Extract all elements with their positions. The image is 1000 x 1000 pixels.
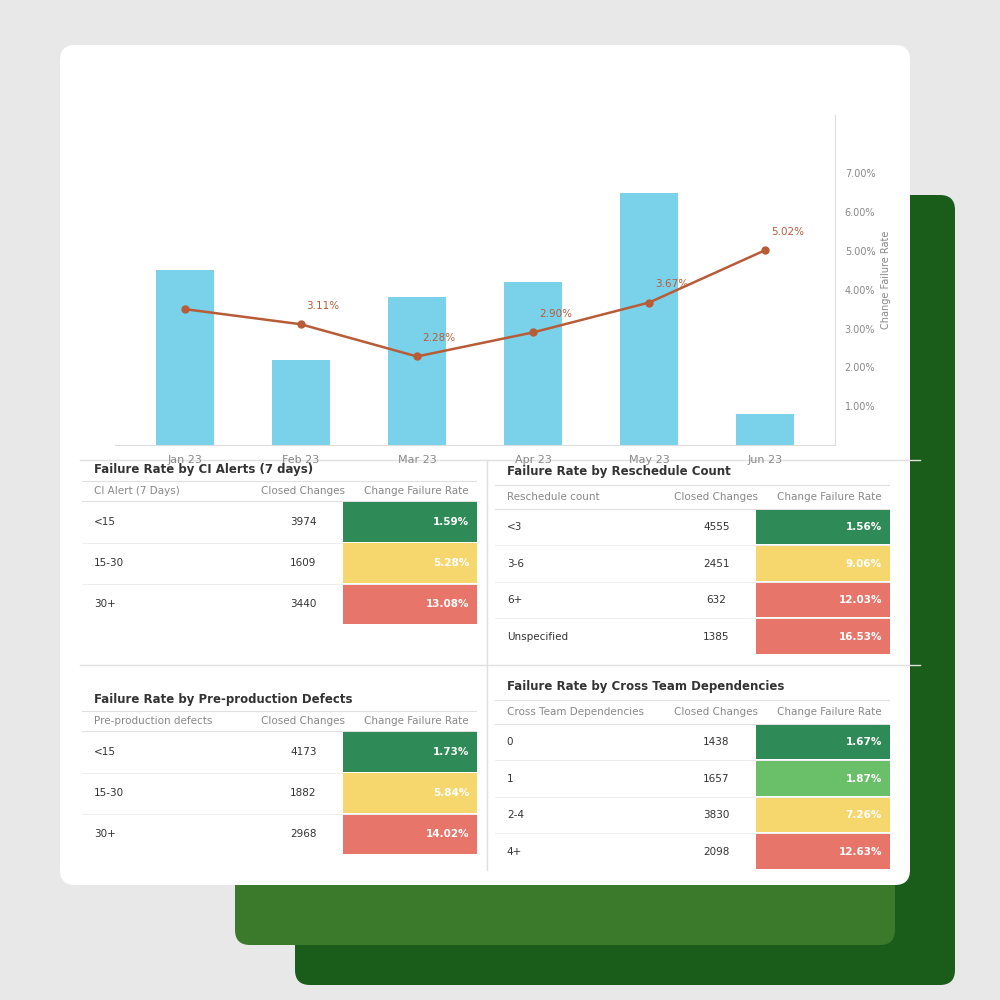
Text: 2.90%: 2.90% <box>539 309 572 319</box>
Text: 1609: 1609 <box>290 558 316 568</box>
Text: 1.67%: 1.67% <box>846 737 882 747</box>
Text: <3: <3 <box>507 522 522 532</box>
FancyBboxPatch shape <box>235 145 895 945</box>
Text: Reschedule count: Reschedule count <box>507 492 599 502</box>
Text: 1882: 1882 <box>290 788 316 798</box>
FancyBboxPatch shape <box>343 585 477 624</box>
Text: 4+: 4+ <box>507 847 522 857</box>
Text: 1.73%: 1.73% <box>433 747 469 757</box>
Text: Closed Changes: Closed Changes <box>261 716 345 726</box>
Text: 5.84%: 5.84% <box>433 788 469 798</box>
Text: 3-6: 3-6 <box>507 559 524 569</box>
Text: Failure Rate by Cross Team Dependencies: Failure Rate by Cross Team Dependencies <box>507 680 784 693</box>
FancyBboxPatch shape <box>60 45 910 885</box>
Text: 5.28%: 5.28% <box>433 558 469 568</box>
FancyBboxPatch shape <box>756 798 890 832</box>
Text: 1.87%: 1.87% <box>846 774 882 784</box>
FancyBboxPatch shape <box>343 502 477 542</box>
Text: 2098: 2098 <box>703 847 729 857</box>
FancyBboxPatch shape <box>343 815 477 854</box>
FancyBboxPatch shape <box>756 546 890 581</box>
Text: 13.08%: 13.08% <box>426 599 469 609</box>
FancyBboxPatch shape <box>756 619 890 654</box>
Text: 1.59%: 1.59% <box>433 517 469 527</box>
Text: Failure Rate by Reschedule Count: Failure Rate by Reschedule Count <box>507 465 731 478</box>
FancyBboxPatch shape <box>343 732 477 772</box>
Text: 9.06%: 9.06% <box>846 559 882 569</box>
Text: 3.67%: 3.67% <box>655 279 688 289</box>
Text: Change Failure Rate: Change Failure Rate <box>777 707 882 717</box>
FancyBboxPatch shape <box>756 761 890 796</box>
Bar <box>736 414 794 445</box>
Bar <box>388 297 446 445</box>
FancyBboxPatch shape <box>756 510 890 544</box>
Text: 0: 0 <box>507 737 513 747</box>
Text: 2-4: 2-4 <box>507 810 524 820</box>
Text: 632: 632 <box>706 595 726 605</box>
Text: Cross Team Dependencies: Cross Team Dependencies <box>507 707 644 717</box>
Text: 2968: 2968 <box>290 829 316 839</box>
Text: Closed Changes: Closed Changes <box>674 492 758 502</box>
FancyBboxPatch shape <box>343 773 477 813</box>
Text: Failure Rate by Pre-production Defects: Failure Rate by Pre-production Defects <box>94 693 352 706</box>
Text: Change Failure Rate: Change Failure Rate <box>777 492 882 502</box>
FancyBboxPatch shape <box>295 195 955 985</box>
Text: 2.28%: 2.28% <box>423 333 456 343</box>
Text: 15-30: 15-30 <box>94 558 124 568</box>
Text: 14.02%: 14.02% <box>425 829 469 839</box>
FancyBboxPatch shape <box>756 583 890 617</box>
Text: 12.03%: 12.03% <box>839 595 882 605</box>
Text: Failure Rate by CI Alerts (7 days): Failure Rate by CI Alerts (7 days) <box>94 463 313 476</box>
Text: 4173: 4173 <box>290 747 316 757</box>
Text: 1438: 1438 <box>703 737 729 747</box>
Text: 1657: 1657 <box>703 774 729 784</box>
FancyBboxPatch shape <box>756 834 890 869</box>
Text: 30+: 30+ <box>94 599 116 609</box>
Text: 1.56%: 1.56% <box>846 522 882 532</box>
Text: 3830: 3830 <box>703 810 729 820</box>
Text: 3974: 3974 <box>290 517 316 527</box>
Text: 1: 1 <box>507 774 513 784</box>
Text: Change Failure Rate: Change Failure Rate <box>364 716 469 726</box>
Text: 5.02%: 5.02% <box>771 227 804 237</box>
Text: 7.26%: 7.26% <box>846 810 882 820</box>
Text: Change Failure Rate: Change Failure Rate <box>364 486 469 496</box>
Text: CI Alert (7 Days): CI Alert (7 Days) <box>94 486 180 496</box>
Text: 12.63%: 12.63% <box>839 847 882 857</box>
FancyBboxPatch shape <box>756 725 890 759</box>
Text: 16.53%: 16.53% <box>839 632 882 642</box>
Text: Closed Changes: Closed Changes <box>674 707 758 717</box>
FancyBboxPatch shape <box>343 543 477 583</box>
Y-axis label: Change Failure Rate: Change Failure Rate <box>881 231 891 329</box>
Text: Pre-production defects: Pre-production defects <box>94 716 212 726</box>
Text: 15-30: 15-30 <box>94 788 124 798</box>
Bar <box>504 282 562 445</box>
Text: 3.11%: 3.11% <box>307 301 340 311</box>
Text: 1385: 1385 <box>703 632 729 642</box>
Bar <box>620 193 678 445</box>
Text: <15: <15 <box>94 747 116 757</box>
Bar <box>272 360 330 445</box>
Text: 30+: 30+ <box>94 829 116 839</box>
Text: 6+: 6+ <box>507 595 522 605</box>
Text: Closed Changes: Closed Changes <box>261 486 345 496</box>
Text: 4555: 4555 <box>703 522 729 532</box>
Bar <box>156 270 214 445</box>
Text: 2451: 2451 <box>703 559 729 569</box>
Text: <15: <15 <box>94 517 116 527</box>
Text: Unspecified: Unspecified <box>507 632 568 642</box>
Text: 3440: 3440 <box>290 599 316 609</box>
